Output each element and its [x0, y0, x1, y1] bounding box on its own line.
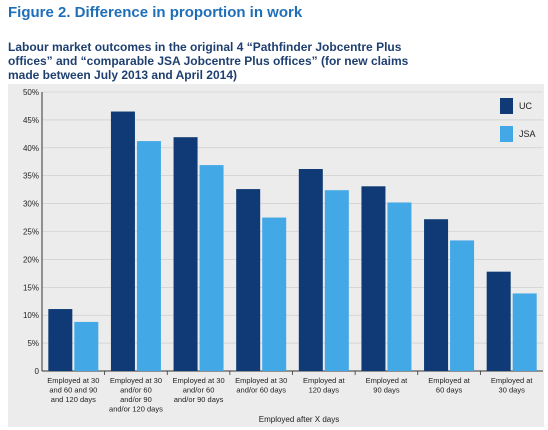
figure-title: Figure 2. Difference in proportion in wo…: [8, 4, 303, 21]
bar-jsa: [512, 293, 537, 371]
bars: [48, 111, 537, 371]
y-tick-label: 25%: [23, 228, 39, 237]
y-tick-label: 40%: [23, 144, 39, 153]
bar-jsa: [450, 240, 475, 371]
bar-jsa: [136, 141, 161, 371]
legend: UC JSA: [500, 98, 536, 142]
x-axis: Employed at 30 and 60 and 90 and 120 days E…: [47, 371, 533, 414]
bar-uc: [110, 111, 135, 371]
y-tick-label: 30%: [23, 200, 39, 209]
bar-jsa: [199, 165, 224, 371]
x-tick-label: Employed at 60 days: [428, 376, 471, 395]
x-tick-label: Employed at 30 days: [491, 376, 534, 395]
y-tick-label: 5%: [27, 339, 39, 348]
y-tick-label: 15%: [23, 283, 39, 292]
bar-jsa: [324, 190, 349, 371]
legend-swatch-jsa: [500, 126, 513, 142]
x-tick-label: Employed at 30 and/or 60 days: [235, 376, 287, 395]
y-axis: 0 5% 10% 15% 20% 25% 30% 35% 40% 45% 50%: [23, 88, 43, 376]
legend-label-jsa: JSA: [519, 129, 536, 139]
y-tick-label: 10%: [23, 311, 39, 320]
x-tick-label: Employed at 30 and/or 60 and/or 90 days: [173, 376, 225, 404]
x-tick-label: Employed at 30 and/or 60 and/or 90 and/or 1…: [109, 376, 163, 414]
y-tick-label: 35%: [23, 172, 39, 181]
legend-swatch-uc: [500, 98, 513, 114]
bar-uc: [298, 169, 323, 371]
chart-title: Labour market outcomes in the original 4…: [8, 40, 409, 82]
y-tick-label: 0: [35, 367, 40, 376]
bar-jsa: [387, 202, 412, 371]
y-tick-label: 50%: [23, 88, 39, 97]
y-tick-label: 45%: [23, 116, 39, 125]
bar-uc: [236, 189, 261, 371]
legend-label-uc: UC: [519, 101, 532, 111]
x-axis-title: Employed after X days: [259, 415, 339, 424]
bar-uc: [48, 309, 73, 371]
bar-uc: [173, 137, 198, 371]
bar-jsa: [262, 217, 287, 371]
y-tick-label: 20%: [23, 255, 39, 264]
x-tick-label: Employed at 30 and 60 and 90 and 120 days: [47, 376, 99, 404]
x-tick-label: Employed at 120 days: [303, 376, 346, 395]
bar-uc: [424, 219, 449, 371]
bar-jsa: [74, 321, 99, 371]
x-tick-label: Employed at 90 days: [366, 376, 409, 395]
bar-uc: [361, 186, 386, 371]
bar-uc: [486, 271, 511, 371]
